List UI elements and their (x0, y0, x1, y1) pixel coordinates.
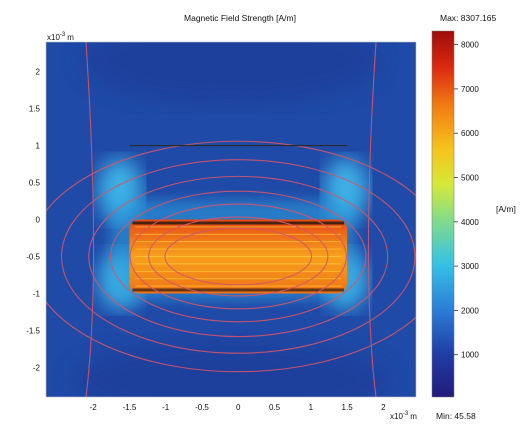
y-tick-label: 1.5 (29, 105, 41, 114)
x-scale-base: x10 (390, 412, 403, 421)
x-ticks: -2 -1.5 -1 -0.5 0 0.5 1 1.5 2 (90, 403, 387, 412)
y-scale-exp: -3 (60, 32, 66, 38)
y-scale-label: x10-3 m (47, 32, 74, 42)
field-line (148, 216, 329, 297)
x-scale-label: x10-3 m (390, 411, 417, 421)
colorbar-tick-label: 1000 (461, 351, 479, 360)
y-tick-label: 0.5 (29, 179, 41, 188)
field-line (109, 190, 367, 323)
field-line (129, 203, 347, 310)
field-line (164, 227, 313, 286)
colorbar-tick-label: 6000 (461, 129, 479, 138)
low-field-bottom (71, 340, 391, 397)
colorbar-tick-label: 7000 (461, 85, 479, 94)
y-ticks: 2 1.5 1 0.5 0 -0.5 -1 -1.5 -2 (26, 68, 40, 373)
y-tick-label: 1 (36, 142, 41, 151)
x-scale-exp: -3 (403, 411, 409, 417)
low-field-top (81, 42, 381, 105)
field-line (46, 140, 416, 373)
svg-text:x10-3m: x10-3 m (47, 32, 74, 42)
svg-text:x10-3m: x10-3 m (390, 411, 417, 421)
chart-title: Magnetic Field Strength [A/m] (184, 13, 296, 23)
colorbar-min-label: Min: 45.58 (436, 411, 476, 421)
colorbar-tick-label: 4000 (461, 218, 479, 227)
x-tick-label: 1 (309, 403, 314, 412)
field-line (85, 42, 95, 397)
x-tick-label: -1.5 (123, 403, 137, 412)
x-unit: m (410, 412, 417, 421)
core-region (129, 219, 348, 294)
plot-area (46, 42, 416, 397)
y-tick-label: 2 (36, 68, 41, 77)
field-lines (46, 42, 416, 397)
y-tick-label: 0 (36, 216, 41, 225)
x-tick-label: -0.5 (195, 403, 209, 412)
y-tick-label: -0.5 (26, 252, 40, 261)
colorbar-ticks: 8000 7000 6000 5000 4000 3000 2000 1000 (454, 41, 479, 360)
x-tick-label: -1 (162, 403, 170, 412)
plot-border (45, 41, 417, 398)
y-unit: m (67, 33, 74, 42)
x-tick-label: -2 (90, 403, 98, 412)
x-tick-label: 0 (236, 403, 241, 412)
colorbar-tick-label: 3000 (461, 262, 479, 271)
field-line (61, 159, 416, 354)
x-tick-label: 2 (381, 403, 386, 412)
x-tick-label: 1.5 (342, 403, 354, 412)
core-bottom-edge (132, 288, 345, 292)
y-tick-label: -1.5 (26, 326, 40, 335)
colorbar-tick-label: 5000 (461, 174, 479, 183)
colorbar-unit-label: [A/m] (496, 204, 516, 214)
y-tick-label: -1 (33, 289, 41, 298)
y-scale-base: x10 (47, 33, 60, 42)
x-tick-label: 0.5 (269, 403, 281, 412)
colorbar-max-label: Max: 8307.165 (440, 13, 497, 23)
field-line (367, 42, 377, 397)
core-top-edge (132, 221, 345, 225)
field-line (88, 175, 389, 338)
y-tick-label: -2 (33, 363, 41, 372)
colorbar-tick-label: 8000 (461, 41, 479, 50)
colorbar-tick-label: 2000 (461, 306, 479, 315)
colorbar (431, 30, 455, 398)
